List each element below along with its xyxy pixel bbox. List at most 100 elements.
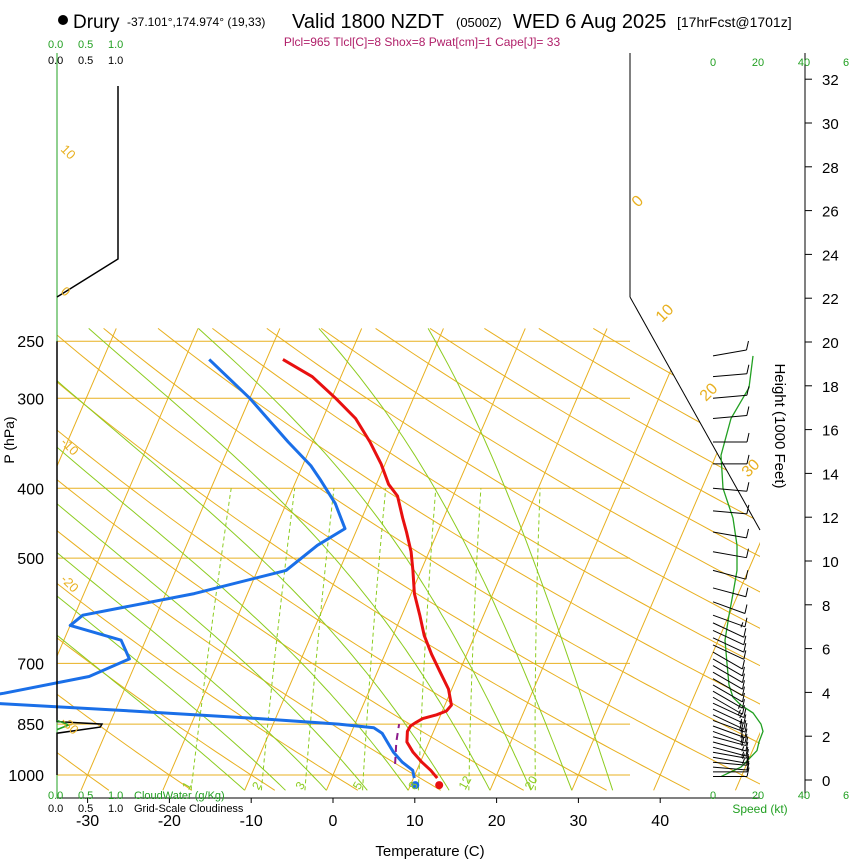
wind-barb-shaft: [712, 637, 745, 653]
wind-barb-flag: [746, 760, 750, 771]
moist-adiabat: [57, 328, 450, 791]
wind-barb: [712, 665, 745, 684]
wind-barb: [712, 730, 748, 744]
dry-adiabat: [157, 328, 760, 791]
height-tick-label: 10: [822, 554, 839, 571]
x-axis-title: Temperature (C): [375, 843, 484, 860]
wind-barb-flag: [744, 733, 748, 744]
y-tick-label: 700: [17, 656, 44, 673]
dry-adiabat: [57, 328, 760, 791]
wind-barb: [712, 569, 749, 580]
wind-barb-shaft: [712, 736, 746, 747]
wind-barb-flag: [746, 364, 750, 374]
height-tick-label: 24: [822, 247, 839, 264]
dry-adiabat: [57, 328, 193, 791]
y-tick-label: 850: [17, 717, 44, 734]
dry-adiabat: [375, 327, 760, 791]
wind-barb-flag: [741, 659, 745, 670]
cloudwater-tick-top: 0.5: [78, 39, 93, 51]
dry-adiabat: [320, 327, 760, 791]
forecast-info: [17hrFcst@1701z]: [677, 14, 792, 30]
y-tick-label: 250: [17, 334, 44, 351]
wind-barb-flag: [741, 686, 745, 696]
isotherm-line: [57, 328, 199, 791]
wind-barb: [712, 749, 749, 759]
wind-speed-profile: [720, 355, 764, 778]
wind-barb-shaft: [712, 714, 745, 730]
wind-barb: [712, 587, 749, 598]
wind-barb: [713, 762, 750, 773]
height-tick-label: 4: [822, 685, 830, 702]
grid-lines: [57, 327, 760, 791]
moist-adiabat: [318, 328, 573, 791]
moist-adiabat: [88, 328, 491, 791]
isotherm-label-left: -20: [58, 572, 82, 596]
wind-barb: [712, 340, 749, 357]
height-tick-label: 26: [822, 204, 839, 221]
x-tick-label: -30: [76, 813, 99, 830]
temperature-line: [282, 358, 453, 780]
wind-barb: [712, 725, 748, 739]
wind-barb-shaft: [712, 414, 747, 419]
wind-barb-flag: [746, 454, 750, 464]
cloudwater-tick-bottom: 0.0: [48, 790, 63, 802]
wind-barb: [712, 696, 745, 715]
isotherm-line: [489, 328, 690, 791]
wind-barb-shaft: [712, 684, 743, 703]
isotherm-line: [57, 328, 117, 791]
wind-barb-shaft: [712, 531, 747, 539]
wind-barb-flag: [741, 673, 745, 683]
height-tick-label: 30: [822, 116, 839, 133]
wind-barb: [712, 528, 749, 539]
dewpoint-surface-dot: [411, 781, 420, 790]
height-tick-label: 32: [822, 72, 839, 89]
cloudiness-tick-bottom: 0.0: [48, 803, 63, 815]
station-marker-icon: [58, 15, 68, 25]
wind-barb-flag: [743, 720, 747, 730]
wind-barb-flag: [746, 386, 750, 396]
wind-barb: [712, 741, 749, 752]
dry-adiabat: [57, 328, 441, 791]
cloudwater-label: CloudWater (g/Kg): [134, 790, 225, 802]
isotherm-line: [407, 328, 608, 791]
wind-barb: [712, 684, 745, 703]
wind-barb: [712, 690, 745, 709]
valid-date: WED 6 Aug 2025: [513, 11, 666, 33]
mixing-ratio-line: [362, 488, 387, 791]
height-axis-title: Height (1000 Feet): [771, 363, 788, 488]
moist-adiabat: [57, 328, 245, 791]
valid-time: Valid 1800 NZDT: [292, 11, 444, 33]
wind-barb: [712, 708, 747, 725]
wind-barb: [712, 364, 750, 378]
height-tick-label: 2: [822, 729, 830, 746]
wind-barb-shaft: [712, 349, 747, 357]
wind-barb-flag: [745, 587, 749, 597]
y-tick-label: 400: [17, 481, 44, 498]
height-tick-label: 20: [822, 335, 839, 352]
dewpoint-line: [0, 358, 416, 779]
wind-barb-flag: [745, 749, 749, 759]
wind-barb-flag: [744, 617, 748, 627]
wind-barb-shaft: [712, 651, 743, 670]
header: Drury -37.101°,174.974° (19,33) Valid 1800…: [58, 11, 792, 49]
isotherm-label: 0: [629, 192, 647, 210]
height-tick-label: 18: [822, 379, 839, 396]
dry-adiabat: [57, 328, 276, 791]
dry-adiabat: [266, 327, 760, 791]
cloudwater-profile: [56, 719, 72, 731]
frame-right-diagonal: [629, 296, 761, 531]
mixing-ratio-line: [190, 488, 232, 791]
dry-adiabat: [57, 328, 524, 791]
wind-barb-shaft: [712, 696, 743, 715]
x-tick-label: 40: [651, 813, 669, 830]
wind-barb-flag: [742, 758, 745, 764]
cloudiness-label: Grid-Scale Cloudiness: [134, 803, 244, 815]
cloudwater-ticks-top: 0.0 0.0 0.5 0.5 1.0 1.0: [48, 39, 123, 67]
mixing-ratio-line: [468, 488, 482, 791]
isotherm-label: 10: [653, 301, 678, 326]
speed-tick-bottom: 6: [843, 790, 849, 802]
y-tick-label: 500: [17, 551, 44, 568]
wind-barb-flag: [745, 736, 749, 746]
wind-barb-flag: [743, 643, 747, 653]
moist-adiabat: [57, 328, 368, 791]
